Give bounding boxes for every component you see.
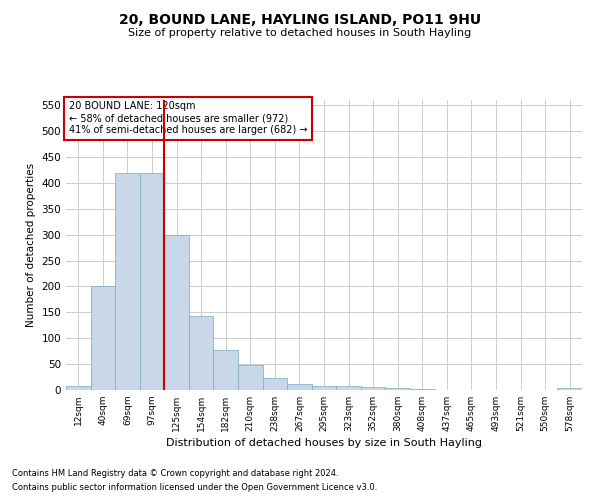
Text: 20, BOUND LANE, HAYLING ISLAND, PO11 9HU: 20, BOUND LANE, HAYLING ISLAND, PO11 9HU — [119, 12, 481, 26]
Text: 20 BOUND LANE: 120sqm
← 58% of detached houses are smaller (972)
41% of semi-det: 20 BOUND LANE: 120sqm ← 58% of detached … — [68, 102, 307, 134]
Text: Contains HM Land Registry data © Crown copyright and database right 2024.: Contains HM Land Registry data © Crown c… — [12, 468, 338, 477]
Bar — [115, 172, 140, 390]
Bar — [410, 389, 434, 390]
Bar — [361, 388, 385, 390]
Text: Contains public sector information licensed under the Open Government Licence v3: Contains public sector information licen… — [12, 484, 377, 492]
Bar — [263, 378, 287, 390]
Bar — [91, 286, 115, 390]
Bar — [557, 388, 582, 390]
Bar — [312, 386, 336, 390]
Bar — [66, 386, 91, 390]
Bar — [287, 384, 312, 390]
Bar — [385, 388, 410, 390]
Bar — [238, 365, 263, 390]
Bar — [214, 350, 238, 390]
Text: Size of property relative to detached houses in South Hayling: Size of property relative to detached ho… — [128, 28, 472, 38]
Y-axis label: Number of detached properties: Number of detached properties — [26, 163, 36, 327]
Bar — [336, 386, 361, 390]
Bar — [189, 316, 214, 390]
Bar — [164, 234, 189, 390]
Bar — [140, 172, 164, 390]
X-axis label: Distribution of detached houses by size in South Hayling: Distribution of detached houses by size … — [166, 438, 482, 448]
